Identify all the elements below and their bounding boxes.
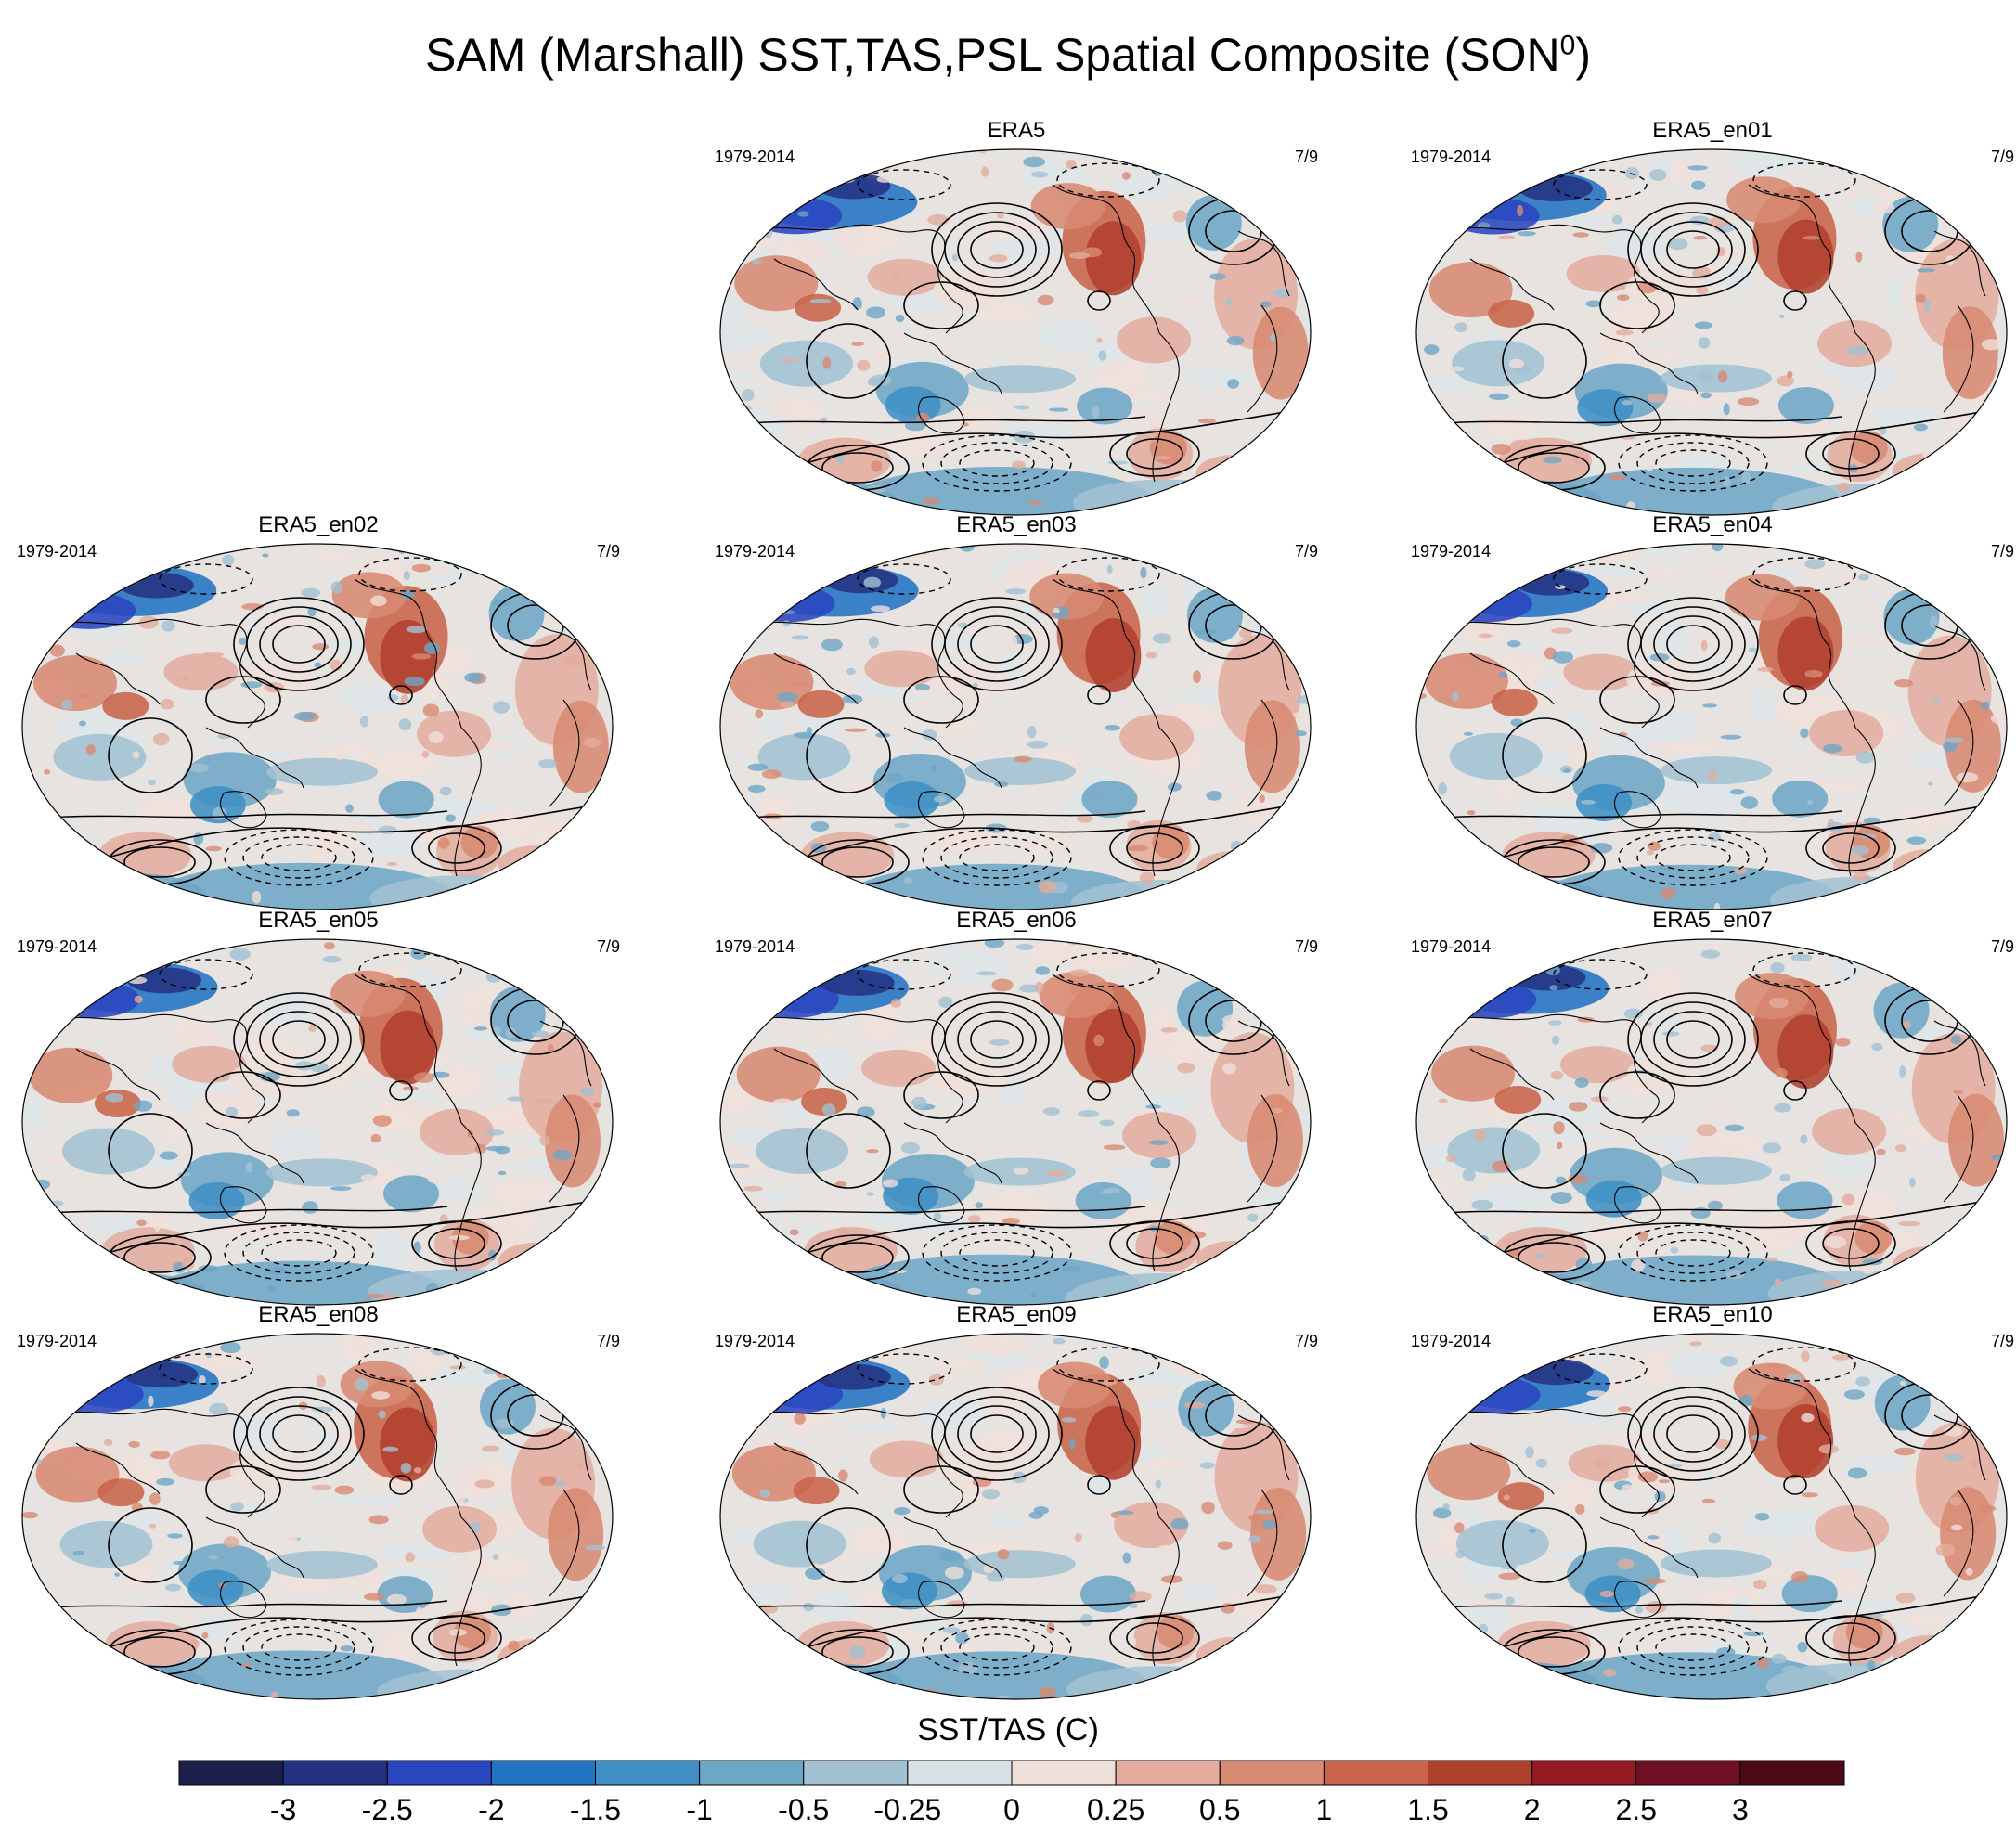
- colorbar-tick-label: 2.5: [1616, 1793, 1657, 1826]
- colorbar-swatch: [1531, 1760, 1637, 1786]
- panel-years: 1979-2014: [1411, 937, 1492, 956]
- panel-title: ERA5_en02: [258, 512, 379, 537]
- panel-years: 1979-2014: [17, 542, 97, 561]
- map-plot: [719, 1333, 1312, 1700]
- map-panel: ERA5_en06 1979-2014 7/9: [715, 908, 1318, 1306]
- colorbar-swatch: [178, 1760, 284, 1786]
- panel-years: 1979-2014: [1411, 148, 1492, 166]
- colorbar-tick-label: 0.5: [1199, 1793, 1240, 1826]
- panel-fraction: 7/9: [1990, 1332, 2014, 1350]
- map-panel: ERA5_en05 1979-2014 7/9: [17, 908, 620, 1306]
- panel-years: 1979-2014: [1411, 1332, 1492, 1350]
- panel-title: ERA5_en06: [956, 908, 1077, 933]
- panel-title: ERA5_en09: [956, 1302, 1077, 1327]
- colorbar-swatch: [1635, 1760, 1741, 1786]
- colorbar-label: SST/TAS (C): [917, 1712, 1099, 1748]
- map-plot: [21, 1333, 614, 1700]
- panel-years: 1979-2014: [715, 542, 795, 561]
- map-panel: ERA5_en01 1979-2014 7/9: [1411, 118, 2014, 516]
- colorbar-tick-label: -2.5: [362, 1793, 413, 1826]
- colorbar-swatch: [1115, 1760, 1221, 1786]
- colorbar-swatch: [1011, 1760, 1117, 1786]
- panel-title: ERA5_en10: [1652, 1302, 1773, 1327]
- map-panel: ERA5_en07 1979-2014 7/9: [1411, 908, 2014, 1306]
- panel-fraction: 7/9: [596, 937, 620, 956]
- panel-title: ERA5_en08: [258, 1302, 379, 1327]
- panel-years: 1979-2014: [715, 148, 795, 166]
- map-panel: ERA5_en09 1979-2014 7/9: [715, 1302, 1318, 1700]
- map-plot: [1415, 543, 2008, 910]
- colorbar-tick-label: 2: [1524, 1793, 1541, 1826]
- colorbar-tick-label: 1: [1315, 1793, 1332, 1826]
- map-plot: [21, 543, 614, 910]
- map-panel: ERA5_en02 1979-2014 7/9: [17, 512, 620, 910]
- map-plot: [719, 543, 1312, 910]
- colorbar-swatch: [1219, 1760, 1325, 1786]
- panel-title: ERA5_en07: [1652, 908, 1773, 933]
- colorbar-swatch: [1323, 1760, 1428, 1786]
- colorbar-swatch: [282, 1760, 388, 1786]
- map-plot: [1415, 938, 2008, 1306]
- colorbar-swatch: [907, 1760, 1013, 1786]
- map-panel: ERA5_en04 1979-2014 7/9: [1411, 512, 2014, 910]
- panel-fraction: 7/9: [1294, 937, 1318, 956]
- panel-fraction: 7/9: [1990, 148, 2014, 166]
- map-plot: [1415, 148, 2008, 516]
- colorbar-tick-label: -1: [686, 1793, 712, 1826]
- colorbar-swatch: [386, 1760, 492, 1786]
- colorbar-tick-label: -0.25: [873, 1793, 941, 1826]
- map-panel: ERA5_en10 1979-2014 7/9: [1411, 1302, 2014, 1700]
- panel-years: 1979-2014: [715, 1332, 795, 1350]
- colorbar-swatch: [803, 1760, 909, 1786]
- map-plot: [719, 148, 1312, 516]
- panel-fraction: 7/9: [1294, 148, 1318, 166]
- panel-title: ERA5_en05: [258, 908, 379, 933]
- panel-fraction: 7/9: [1990, 937, 2014, 956]
- panel-fraction: 7/9: [596, 1332, 620, 1350]
- colorbar-tick-label: -1.5: [570, 1793, 621, 1826]
- colorbar-tick-label: -0.5: [778, 1793, 829, 1826]
- panel-years: 1979-2014: [715, 937, 795, 956]
- colorbar-tick-label: -2: [478, 1793, 504, 1826]
- map-panel: ERA5 1979-2014 7/9: [715, 118, 1318, 516]
- colorbar: -3 -2.5 -2 -1.5 -1 -0.5 -0.25 0 0.25 0.5 1 1.5 2 2.5 3: [178, 1760, 1845, 1826]
- map-plot: [1415, 1333, 2008, 1700]
- colorbar-swatch: [595, 1760, 701, 1786]
- colorbar-swatch: [490, 1760, 596, 1786]
- panel-years: 1979-2014: [1411, 542, 1492, 561]
- figure-title: SAM (Marshall) SST,TAS,PSL Spatial Compo…: [425, 29, 1591, 81]
- panel-fraction: 7/9: [1294, 542, 1318, 561]
- panel-title: ERA5_en01: [1652, 118, 1773, 143]
- colorbar-swatch: [1739, 1760, 1845, 1786]
- colorbar-tick-label: 1.5: [1407, 1793, 1448, 1826]
- map-panel: ERA5_en08 1979-2014 7/9: [17, 1302, 620, 1700]
- map-plot: [21, 938, 614, 1306]
- colorbar-tick-label: -3: [270, 1793, 296, 1826]
- map-plot: [719, 938, 1312, 1306]
- panel-title: ERA5_en03: [956, 512, 1077, 537]
- panel-fraction: 7/9: [1990, 542, 2014, 561]
- colorbar-tick-label: 3: [1732, 1793, 1749, 1826]
- panel-years: 1979-2014: [17, 937, 97, 956]
- colorbar-swatch: [1428, 1760, 1533, 1786]
- map-panel: ERA5_en03 1979-2014 7/9: [715, 512, 1318, 910]
- colorbar-tick-label: 0.25: [1087, 1793, 1144, 1826]
- panel-title: ERA5_en04: [1652, 512, 1773, 537]
- colorbar-swatch: [699, 1760, 805, 1786]
- panel-title: ERA5: [987, 118, 1046, 143]
- panel-years: 1979-2014: [17, 1332, 97, 1350]
- panel-fraction: 7/9: [1294, 1332, 1318, 1350]
- colorbar-tick-label: 0: [1003, 1793, 1020, 1826]
- panel-fraction: 7/9: [596, 542, 620, 561]
